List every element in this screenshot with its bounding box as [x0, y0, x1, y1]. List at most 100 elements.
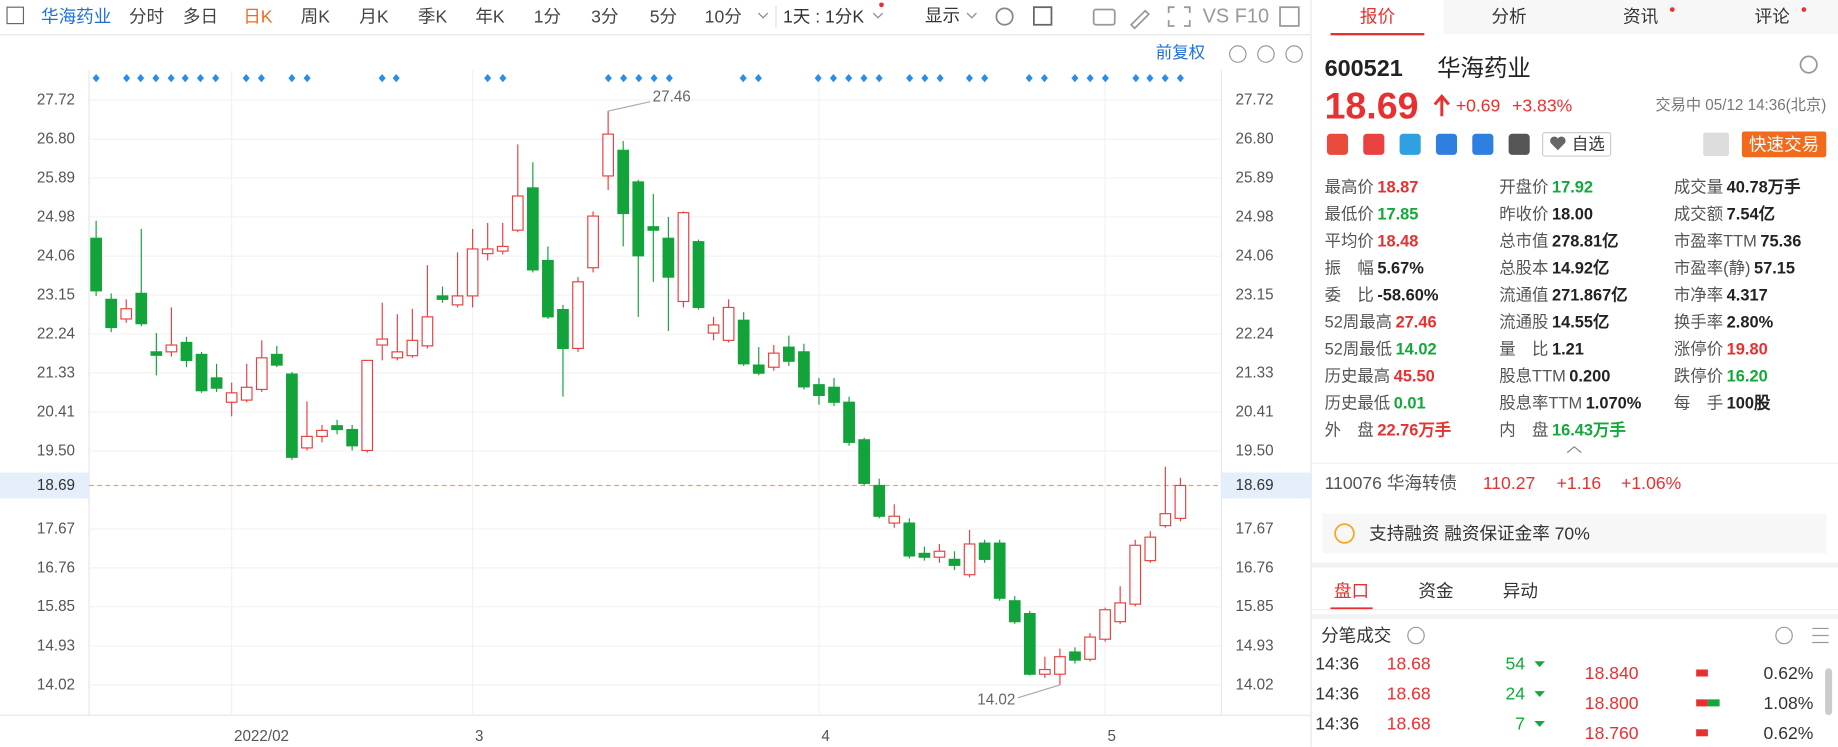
- event-marker[interactable]: [1086, 74, 1094, 83]
- alert-button[interactable]: [1703, 132, 1729, 157]
- heart-icon: [1550, 136, 1566, 151]
- more-icon[interactable]: [1775, 626, 1793, 645]
- event-marker[interactable]: [499, 74, 507, 83]
- compare-f10[interactable]: VS F10: [1203, 6, 1269, 28]
- event-marker[interactable]: [906, 74, 914, 83]
- adjustment-toggle[interactable]: 前复权: [1156, 44, 1205, 62]
- settings-icon[interactable]: [995, 7, 1014, 26]
- feature-icon[interactable]: [1472, 133, 1494, 155]
- event-marker[interactable]: [1161, 74, 1169, 83]
- event-marker[interactable]: [829, 74, 837, 83]
- event-marker[interactable]: [123, 74, 131, 83]
- event-marker[interactable]: [665, 74, 673, 83]
- period-tab[interactable]: 3分: [591, 7, 618, 27]
- feature-icon[interactable]: [1435, 133, 1458, 155]
- event-marker[interactable]: [875, 74, 883, 83]
- event-marker[interactable]: [739, 74, 747, 83]
- candle-body: [617, 149, 630, 215]
- panel-tab[interactable]: 资讯: [1623, 7, 1659, 27]
- symbol[interactable]: 华海药业: [41, 7, 111, 27]
- panel-tab[interactable]: 报价: [1360, 7, 1396, 27]
- watch-label[interactable]: 自选: [1572, 135, 1605, 153]
- event-marker[interactable]: [484, 74, 492, 83]
- feature-icon[interactable]: [1326, 133, 1349, 155]
- zoom-in-icon[interactable]: [1285, 45, 1303, 63]
- zoom-out-icon[interactable]: [1257, 45, 1275, 63]
- stat-value: 17.85: [1377, 206, 1418, 224]
- feature-icon[interactable]: [1399, 133, 1421, 155]
- event-marker[interactable]: [1132, 74, 1140, 83]
- event-marker[interactable]: [167, 74, 175, 83]
- candle-body: [1084, 636, 1096, 660]
- event-marker[interactable]: [604, 74, 612, 83]
- sub-tab[interactable]: 资金: [1418, 581, 1454, 601]
- event-marker[interactable]: [965, 74, 973, 83]
- event-marker[interactable]: [378, 74, 386, 83]
- event-marker[interactable]: [212, 74, 220, 83]
- undo-icon[interactable]: [1229, 45, 1247, 63]
- x-tick-label: 2022/02: [234, 728, 289, 745]
- trade-price: 18.68: [1387, 713, 1431, 733]
- period-tab[interactable]: 日K: [243, 7, 273, 27]
- period-tab[interactable]: 周K: [301, 7, 331, 27]
- layout-icon[interactable]: [1032, 6, 1053, 26]
- event-marker[interactable]: [620, 74, 628, 83]
- display-menu[interactable]: 显示: [925, 5, 960, 25]
- period-tab[interactable]: 多日: [183, 7, 218, 27]
- book-price: 18.800: [1585, 693, 1639, 713]
- event-marker[interactable]: [392, 74, 400, 83]
- period-tab[interactable]: 年K: [475, 7, 505, 27]
- candle-body: [602, 133, 615, 177]
- event-marker[interactable]: [936, 74, 944, 83]
- period-tab[interactable]: 月K: [359, 7, 389, 27]
- sub-tab[interactable]: 盘口: [1334, 581, 1369, 601]
- event-marker[interactable]: [1040, 74, 1048, 83]
- list-icon[interactable]: [1812, 627, 1829, 644]
- bond-name: 110076 华海转债: [1325, 473, 1458, 493]
- event-marker[interactable]: [650, 74, 658, 83]
- event-marker[interactable]: [242, 74, 250, 83]
- feature-icon[interactable]: [1508, 133, 1530, 155]
- tab-dot: [1669, 7, 1675, 12]
- event-marker[interactable]: [303, 74, 311, 83]
- event-marker[interactable]: [152, 74, 160, 83]
- event-marker[interactable]: [981, 74, 989, 83]
- event-marker[interactable]: [921, 74, 929, 83]
- period-tab[interactable]: 季K: [418, 7, 448, 27]
- period-select[interactable]: 1天 : 1分K: [783, 7, 864, 27]
- feature-icon[interactable]: [1363, 133, 1385, 155]
- event-marker[interactable]: [1176, 74, 1184, 83]
- event-marker[interactable]: [288, 74, 296, 83]
- event-marker[interactable]: [1101, 74, 1109, 83]
- pen-icon[interactable]: [1129, 9, 1150, 30]
- collapse-chevron[interactable]: [1566, 445, 1582, 454]
- info-icon[interactable]: [1407, 626, 1425, 645]
- candle-body: [1114, 602, 1127, 623]
- expand-icon[interactable]: [1167, 6, 1191, 27]
- event-marker[interactable]: [92, 74, 100, 83]
- event-marker[interactable]: [845, 74, 853, 83]
- period-tab[interactable]: 分时: [129, 7, 164, 27]
- event-marker[interactable]: [814, 74, 822, 83]
- candle-body: [948, 558, 961, 566]
- sub-tab[interactable]: 异动: [1503, 581, 1538, 601]
- panel-tab[interactable]: 评论: [1755, 7, 1791, 27]
- trade-label[interactable]: 快速交易: [1749, 134, 1819, 154]
- period-tab[interactable]: 1分: [534, 7, 561, 27]
- event-marker[interactable]: [1025, 74, 1033, 83]
- trade-button[interactable]: [1741, 131, 1827, 158]
- event-marker[interactable]: [1071, 74, 1079, 83]
- period-tab[interactable]: 5分: [650, 7, 677, 27]
- event-marker[interactable]: [754, 74, 762, 83]
- scrollbar[interactable]: [1825, 668, 1833, 716]
- panel-toggle[interactable]: [1279, 6, 1300, 27]
- panel-tab[interactable]: 分析: [1491, 7, 1526, 27]
- camera-icon[interactable]: [1092, 8, 1116, 26]
- event-marker[interactable]: [1146, 74, 1154, 83]
- event-marker[interactable]: [635, 74, 643, 83]
- event-marker[interactable]: [196, 74, 204, 83]
- sidebar-icon[interactable]: [6, 6, 25, 25]
- period-tab[interactable]: 10分: [705, 7, 742, 27]
- event-marker[interactable]: [860, 74, 868, 83]
- panel-settings[interactable]: [1799, 55, 1818, 74]
